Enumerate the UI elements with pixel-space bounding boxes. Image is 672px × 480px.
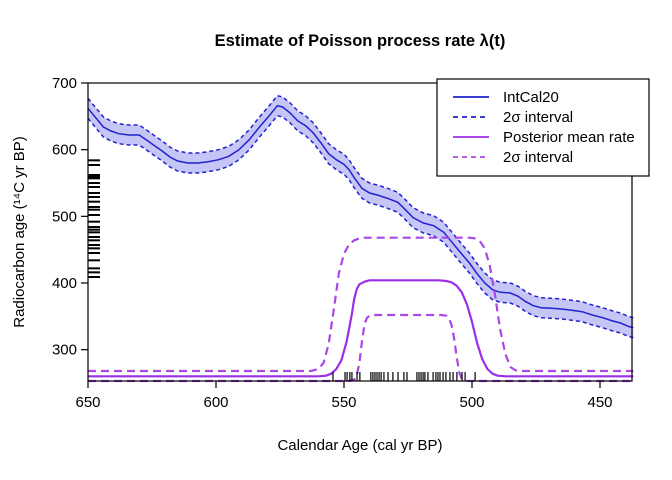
posterior-2-upper-line — [88, 236, 634, 373]
y-axis-label: Radiocarbon age (¹⁴C yr BP) — [11, 136, 28, 328]
x-axis-label: Calendar Age (cal yr BP) — [277, 437, 442, 454]
legend-label: IntCal20 — [503, 89, 559, 106]
legend-label: Posterior mean rate — [503, 129, 635, 146]
y-tick-label: 600 — [52, 142, 77, 159]
intcal20-band — [88, 95, 634, 338]
intcal20-band-upper — [87, 94, 634, 319]
x-tick-label: 450 — [587, 394, 612, 411]
y-tick-label: 400 — [52, 275, 77, 292]
y-tick-label: 500 — [52, 208, 77, 225]
legend-label: 2σ interval — [503, 149, 573, 166]
plot-border — [87, 82, 633, 382]
legend-label: 2σ interval — [503, 109, 573, 126]
y-tick-label: 700 — [52, 75, 77, 92]
plot-data-layer — [87, 94, 634, 383]
x-tick-label: 500 — [459, 394, 484, 411]
intcal20-mean-line — [87, 104, 634, 329]
posterior-mean-rate-line — [88, 279, 634, 378]
x-tick-label: 650 — [75, 394, 100, 411]
x-tick-label: 550 — [331, 394, 356, 411]
x-tick-label: 600 — [203, 394, 228, 411]
legend-box — [436, 78, 650, 177]
intcal20-band-lower — [87, 114, 634, 339]
legend: IntCal20 2σ interval Posterior mean rate 2σ… — [436, 78, 650, 177]
axes-layer: 650 600 550 500 450 700 600 500 400 300 — [52, 75, 633, 411]
chart-title: Estimate of Poisson process rate λ(t) — [215, 32, 506, 50]
y-tick-label: 300 — [52, 342, 77, 359]
